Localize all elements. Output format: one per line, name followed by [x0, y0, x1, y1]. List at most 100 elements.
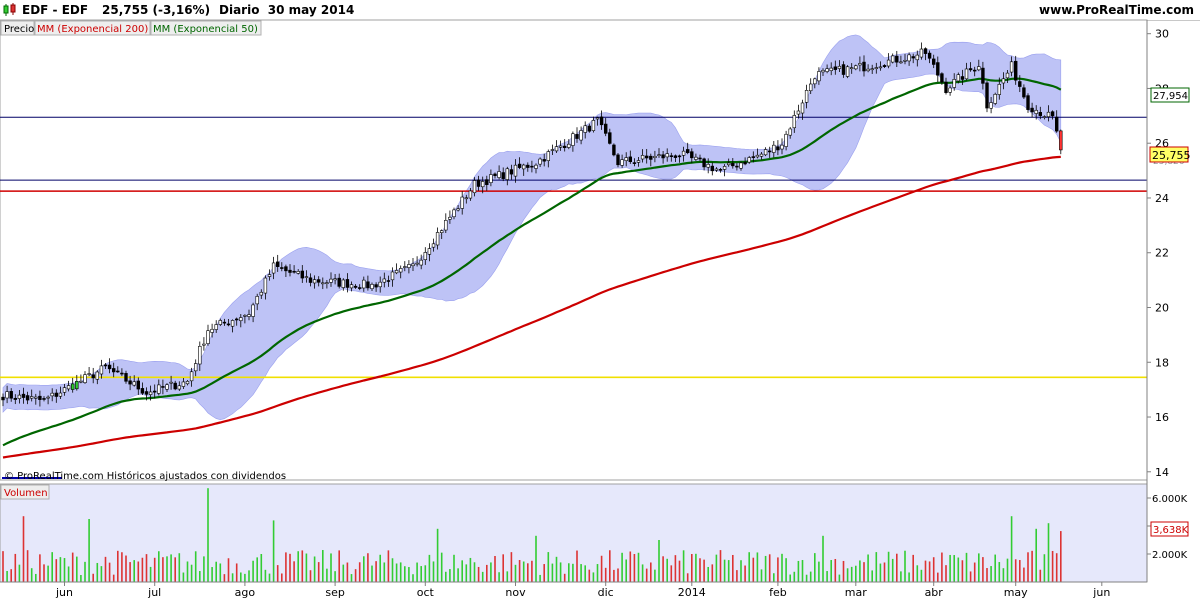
- candle-body: [554, 146, 559, 152]
- candle-body: [690, 151, 694, 159]
- candle-body: [75, 381, 79, 390]
- volume-bar: [514, 564, 517, 582]
- candle: [206, 324, 210, 346]
- candle-body: [915, 54, 920, 61]
- candle: [357, 284, 362, 291]
- volume-bar: [990, 566, 992, 582]
- candle: [29, 389, 34, 402]
- candle: [763, 147, 768, 157]
- candle: [271, 256, 276, 280]
- candle: [743, 157, 747, 166]
- candle: [558, 140, 563, 151]
- volume-bar: [945, 565, 947, 582]
- volume-bar: [121, 552, 123, 582]
- candle-body: [542, 159, 546, 162]
- candle: [333, 273, 337, 285]
- volume-bar: [818, 561, 820, 582]
- volume-bar: [285, 552, 287, 582]
- candle-body: [370, 284, 374, 290]
- candle-body: [382, 278, 386, 283]
- candle-body: [214, 324, 218, 330]
- candle: [841, 61, 846, 78]
- candle-body: [366, 281, 370, 289]
- candle-body: [157, 384, 161, 394]
- quote-change: 25,755 (-3,16%): [102, 3, 211, 17]
- candle: [280, 262, 284, 272]
- candle-body: [964, 68, 969, 80]
- candle: [882, 64, 887, 69]
- volume-bar: [1002, 568, 1005, 582]
- volume-bar: [203, 556, 205, 582]
- volume-bar: [863, 562, 865, 582]
- x-tick-label: nov: [505, 586, 526, 599]
- volume-bar: [846, 568, 849, 582]
- candle-body: [79, 380, 83, 383]
- candle: [99, 359, 104, 379]
- candle: [1026, 93, 1030, 113]
- candle-body: [895, 55, 899, 63]
- candle: [308, 273, 313, 287]
- volume-bar: [436, 528, 439, 582]
- candle: [599, 110, 604, 130]
- volume-bar: [55, 559, 58, 582]
- volume-bar: [613, 569, 615, 582]
- candle-body: [17, 394, 22, 399]
- candle: [997, 77, 1002, 100]
- candle-body: [657, 154, 661, 156]
- volume-bar: [223, 574, 226, 582]
- candle-body: [981, 67, 985, 84]
- volume-value-tag: 3,638K: [1150, 521, 1189, 537]
- candle: [587, 123, 592, 133]
- current-volume-value: 3,638K: [1153, 525, 1189, 536]
- candle: [538, 157, 542, 167]
- volume-bar: [457, 568, 459, 582]
- candle-body: [747, 157, 751, 163]
- candle: [972, 66, 977, 77]
- candle: [534, 163, 538, 174]
- volume-bar: [289, 553, 291, 582]
- candle-body: [591, 120, 596, 131]
- volume-bar: [830, 560, 832, 582]
- candle: [595, 116, 600, 126]
- volume-bar: [682, 550, 685, 582]
- candle: [919, 42, 924, 60]
- candle: [1038, 106, 1043, 120]
- candle: [792, 110, 797, 133]
- candle: [554, 140, 559, 153]
- candle-body: [796, 110, 801, 115]
- volume-bar: [969, 571, 972, 582]
- candle: [521, 163, 526, 176]
- candle: [1, 393, 5, 407]
- candle-body: [624, 157, 628, 161]
- volume-bar: [834, 558, 837, 582]
- candle-body: [243, 315, 247, 317]
- candle: [989, 96, 993, 114]
- candle-body: [255, 296, 259, 305]
- candle: [915, 50, 920, 67]
- volume-bar: [871, 570, 873, 582]
- candle: [157, 379, 161, 396]
- candle-body: [1030, 107, 1034, 113]
- candle: [1055, 110, 1059, 133]
- volume-bar: [26, 550, 29, 582]
- candle-body: [423, 252, 427, 260]
- candle-body: [972, 69, 977, 72]
- candle: [112, 362, 116, 378]
- candle: [964, 62, 969, 81]
- candle-body: [665, 153, 669, 158]
- volume-bar: [547, 552, 550, 582]
- candle-body: [202, 343, 206, 346]
- candle: [181, 377, 186, 389]
- candle: [653, 150, 657, 163]
- candle: [780, 138, 784, 155]
- candle: [247, 309, 251, 321]
- candle-body: [956, 74, 961, 82]
- volume-bar: [440, 552, 443, 582]
- candle: [386, 275, 391, 287]
- y-tick-label: 20: [1155, 302, 1169, 315]
- candle-body: [62, 387, 67, 393]
- candle-body: [927, 52, 932, 59]
- volume-bar: [170, 554, 172, 582]
- volume-bar: [654, 569, 656, 582]
- ema50-value: 27,954: [1153, 91, 1188, 102]
